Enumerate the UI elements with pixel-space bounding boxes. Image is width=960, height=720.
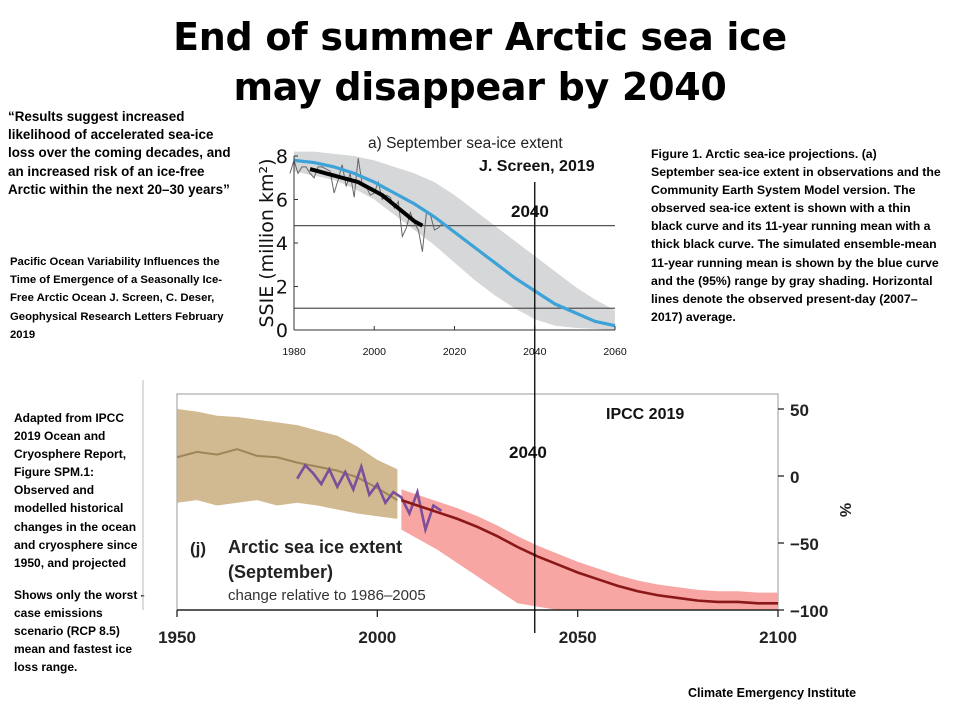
screen-2019-label: J. Screen, 2019	[479, 158, 595, 175]
ipcc-historical-mean-line	[176, 448, 398, 501]
ipcc-chart-title: Arctic sea ice extent	[228, 537, 402, 557]
ipcc-source-note: Adapted from IPCC 2019 Ocean and Cryosph…	[14, 411, 138, 570]
ssie-y-tick-label: 6	[276, 190, 288, 212]
ipcc-y-tick-label: −100	[790, 602, 828, 621]
ipcc-observed-line	[296, 462, 443, 535]
ipcc-y-axis-label: %	[836, 503, 853, 517]
ipcc-chart-note: change relative to 1986–2005	[228, 587, 426, 604]
ipcc-2019-label: IPCC 2019	[606, 406, 684, 423]
ssie-y-tick-label: 2	[276, 277, 288, 299]
title-line-1: End of summer Arctic sea ice	[173, 15, 787, 59]
ssie-x-tick-label: 2060	[603, 346, 627, 358]
ipcc-y-tick-label: 0	[790, 468, 799, 487]
ssie-chart-title: a) September sea-ice extent	[368, 135, 563, 152]
ssie-y-tick-label: 8	[276, 146, 288, 168]
research-quote: “Results suggest increased likelihood of…	[8, 109, 231, 197]
ipcc-y-tick-label: 50	[790, 401, 809, 420]
ssie-observed-running-mean-line	[309, 167, 424, 228]
ssie-x-tick-label: 2020	[443, 346, 467, 358]
ssie-ensemble-mean-line	[293, 158, 616, 328]
paper-citation: Pacific Ocean Variability Influences the…	[10, 256, 224, 341]
ssie-y-tick-label: 4	[276, 233, 288, 255]
ssie-x-tick-label: 1980	[282, 346, 306, 358]
ipcc-chart-subtitle: (September)	[228, 562, 333, 582]
slide-title: End of summer Arctic sea ice may disappe…	[0, 12, 960, 112]
ipcc-x-tick-label: 2050	[559, 628, 597, 647]
panel-label-j: (j)	[190, 539, 206, 558]
ipcc-historical-range-band	[177, 409, 398, 519]
ipcc-x-tick-label: 2100	[759, 628, 797, 647]
bottom-2040-label: 2040	[509, 443, 547, 462]
ipcc-x-tick-label: 2000	[358, 628, 396, 647]
ipcc-y-tick-label: −50	[790, 535, 819, 554]
ssie-y-axis-label: SSIE (million km²)	[256, 158, 278, 327]
ssie-y-tick-label: 0	[276, 320, 288, 342]
ipcc-x-tick-label: 1950	[158, 628, 196, 647]
ssie-x-tick-label: 2000	[363, 346, 387, 358]
ssie-chart: a) September sea-ice extent SSIE (millio…	[256, 135, 627, 358]
ipcc-rcp85-mean-line	[400, 498, 778, 605]
ipcc-rcp85-range-band	[401, 489, 778, 610]
ipcc-chart: IPCC 2019 2040 (j) Arctic sea ice extent…	[142, 380, 853, 647]
top-2040-label: 2040	[511, 202, 549, 221]
title-line-2: may disappear by 2040	[233, 65, 727, 109]
figure-1-caption: Figure 1. Arctic sea-ice projections. (a…	[651, 147, 941, 324]
scenario-note: Shows only the worst -case emissions sce…	[14, 588, 145, 675]
footer-credit: Climate Emergency Institute	[688, 686, 857, 700]
